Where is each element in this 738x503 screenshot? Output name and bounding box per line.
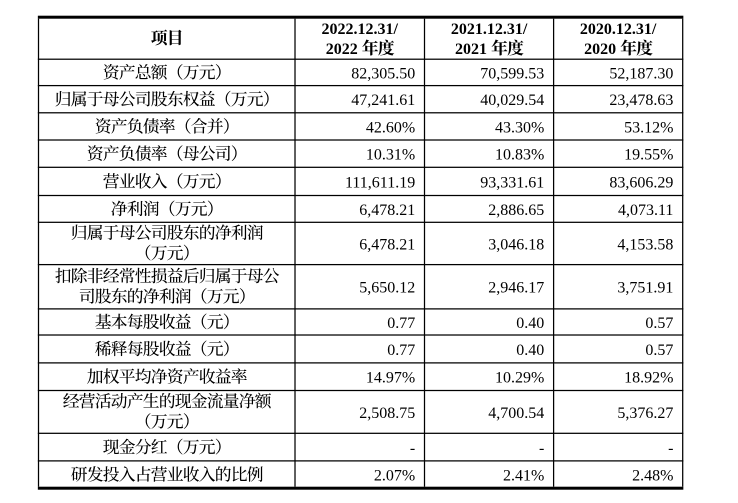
svg-text:53.12%: 53.12%: [624, 119, 673, 136]
svg-text:4,153.58: 4,153.58: [617, 236, 673, 253]
svg-text:2,946.17: 2,946.17: [488, 280, 544, 297]
svg-text:0.40: 0.40: [516, 342, 544, 359]
svg-text:0.77: 0.77: [387, 315, 415, 332]
svg-text:0.57: 0.57: [645, 315, 673, 332]
svg-text:2021: 2021: [455, 41, 487, 58]
svg-text:10.31%: 10.31%: [366, 147, 415, 164]
svg-text:0.77: 0.77: [387, 342, 415, 359]
svg-text:5,650.12: 5,650.12: [359, 280, 415, 297]
svg-text:2021.12.31/: 2021.12.31/: [451, 21, 528, 38]
svg-text:18.92%: 18.92%: [624, 370, 673, 387]
svg-text:0.40: 0.40: [516, 315, 544, 332]
svg-text:2.48%: 2.48%: [632, 467, 673, 484]
svg-text:47,241.61: 47,241.61: [351, 92, 415, 109]
svg-text:2,508.75: 2,508.75: [359, 405, 415, 422]
svg-text:23,478.63: 23,478.63: [609, 92, 673, 109]
svg-text:2.41%: 2.41%: [503, 467, 544, 484]
svg-text:70,599.53: 70,599.53: [480, 65, 544, 82]
svg-text:-: -: [539, 440, 544, 457]
svg-text:4,700.54: 4,700.54: [488, 405, 544, 422]
svg-text:4,073.11: 4,073.11: [618, 202, 673, 219]
svg-text:83,606.29: 83,606.29: [609, 174, 673, 191]
svg-text:14.97%: 14.97%: [366, 370, 415, 387]
svg-text:10.83%: 10.83%: [495, 147, 544, 164]
svg-text:-: -: [410, 440, 415, 457]
svg-text:0.57: 0.57: [645, 342, 673, 359]
svg-text:6,478.21: 6,478.21: [359, 202, 415, 219]
svg-text:82,305.50: 82,305.50: [351, 65, 415, 82]
svg-text:3,046.18: 3,046.18: [488, 236, 544, 253]
svg-text:93,331.61: 93,331.61: [480, 174, 544, 191]
svg-text:52,187.30: 52,187.30: [609, 65, 673, 82]
svg-text:2020.12.31/: 2020.12.31/: [580, 21, 657, 38]
svg-text:2,886.65: 2,886.65: [488, 202, 544, 219]
svg-text:2.07%: 2.07%: [374, 467, 415, 484]
svg-text:10.29%: 10.29%: [495, 370, 544, 387]
svg-text:6,478.21: 6,478.21: [359, 236, 415, 253]
svg-text:3,751.91: 3,751.91: [617, 280, 673, 297]
svg-text:2020: 2020: [584, 41, 616, 58]
svg-text:-: -: [668, 440, 673, 457]
svg-text:111,611.19: 111,611.19: [345, 174, 415, 191]
svg-text:2022.12.31/: 2022.12.31/: [322, 21, 399, 38]
svg-text:42.60%: 42.60%: [366, 119, 415, 136]
svg-text:19.55%: 19.55%: [624, 147, 673, 164]
svg-text:40,029.54: 40,029.54: [480, 92, 544, 109]
svg-text:2022: 2022: [326, 41, 358, 58]
svg-text:5,376.27: 5,376.27: [617, 405, 673, 422]
svg-text:43.30%: 43.30%: [495, 119, 544, 136]
